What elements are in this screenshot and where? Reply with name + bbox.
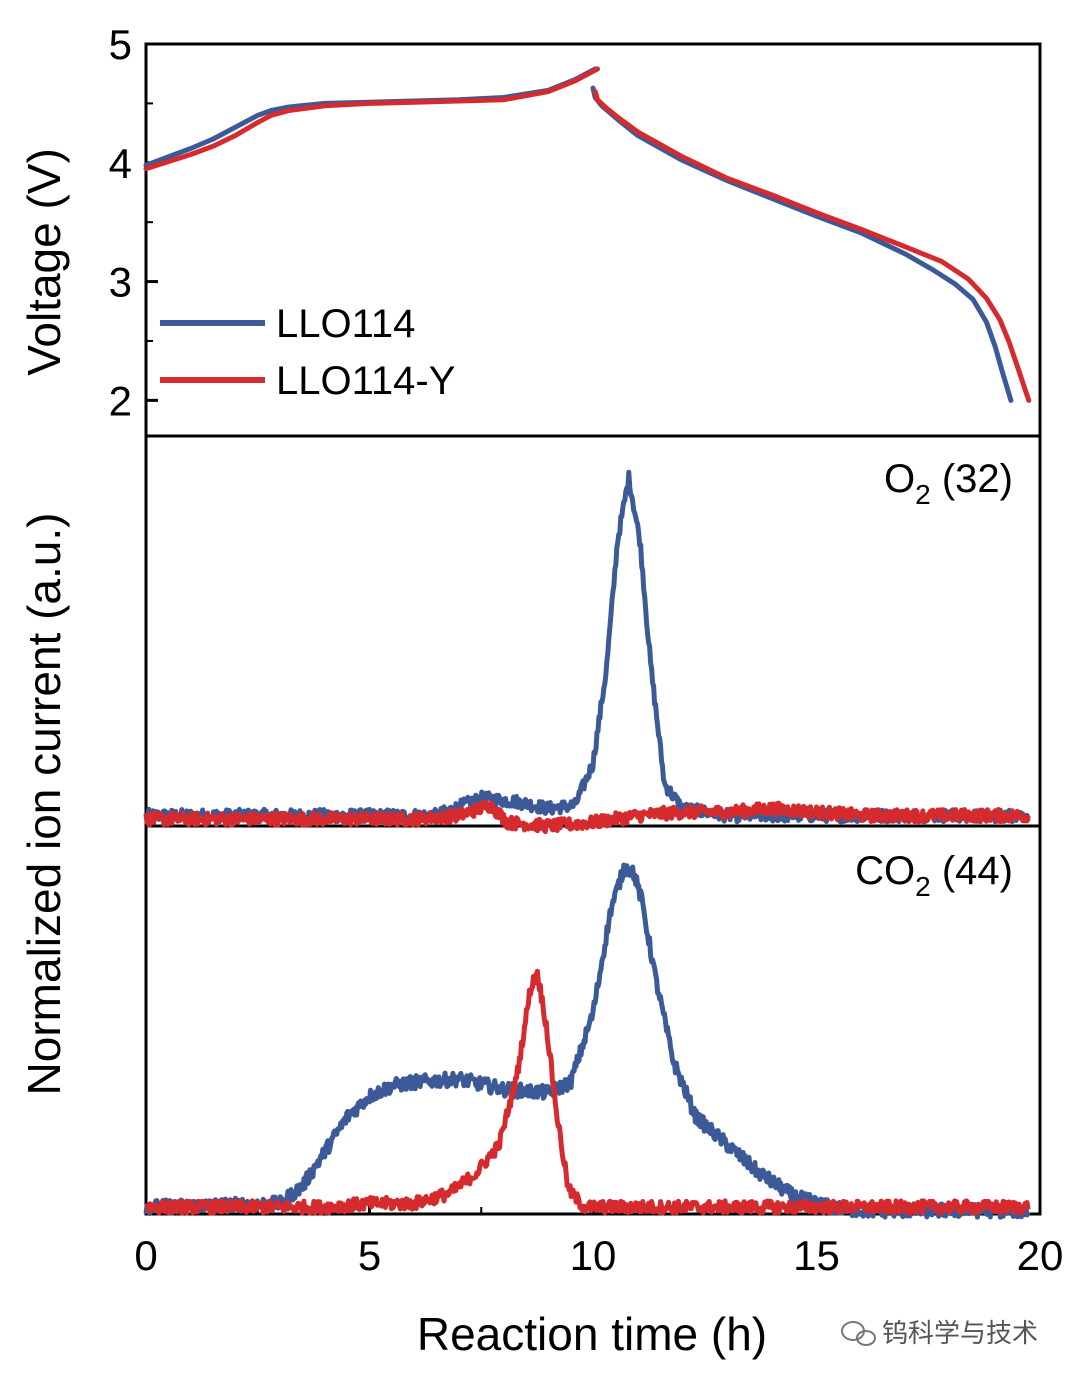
x-tick-label: 15 <box>793 1232 840 1279</box>
x-tick-label: 20 <box>1017 1232 1064 1279</box>
ion-current-axis-title: Normalized ion current (a.u.) <box>18 513 70 1096</box>
o2-line-llo114 <box>143 469 1031 825</box>
o2-annotation-rest: (32) <box>931 457 1013 501</box>
o2-curves <box>143 469 1031 835</box>
voltage-tick-label: 5 <box>109 21 132 68</box>
x-tick-label: 5 <box>358 1232 381 1279</box>
legend-label-llo114: LLO114 <box>276 302 415 346</box>
voltage-curves <box>143 66 1032 403</box>
co2-annotation-main: CO <box>855 849 915 893</box>
voltage-line-llo114-discharge <box>590 85 1014 403</box>
watermark: 钨科学与技术 <box>841 1318 1038 1348</box>
x-tick-label: 0 <box>134 1232 157 1279</box>
co2-curves <box>143 862 1031 1220</box>
co2-annotation-sub: 2 <box>915 871 931 902</box>
voltage-axis-title: Voltage (V) <box>18 148 70 376</box>
voltage-tick-label: 4 <box>109 140 132 187</box>
o2-annotation-main: O <box>884 457 915 501</box>
o2-annotation-sub: 2 <box>915 479 931 510</box>
voltage-line-llo114-charge <box>143 66 598 168</box>
x-axis-title: Reaction time (h) <box>417 1308 767 1360</box>
voltage-tick-label: 3 <box>109 259 132 306</box>
wechat-icon <box>841 1321 876 1346</box>
x-axis-ticks: 0 5 10 15 20 <box>134 1202 1063 1279</box>
co2-annotation: CO2 (44) <box>855 849 1013 902</box>
o2-annotation: O2 (32) <box>884 457 1013 510</box>
voltage-line-llo114-y-discharge <box>592 89 1032 403</box>
co2-annotation-rest: (44) <box>931 849 1013 893</box>
voltage-tick-label: 2 <box>109 377 132 424</box>
o2-line-llo114-y <box>143 800 1031 835</box>
voltage-line-llo114-y-charge <box>143 66 600 172</box>
co2-line-llo114 <box>143 862 1031 1220</box>
legend: LLO114 LLO114-Y <box>160 302 455 403</box>
voltage-y-ticks: 2 3 4 5 <box>109 21 158 424</box>
legend-label-llo114-y: LLO114-Y <box>276 359 455 403</box>
watermark-text: 钨科学与技术 <box>882 1318 1038 1348</box>
co2-line-llo114-y <box>144 968 1031 1216</box>
x-tick-label: 10 <box>570 1232 617 1279</box>
